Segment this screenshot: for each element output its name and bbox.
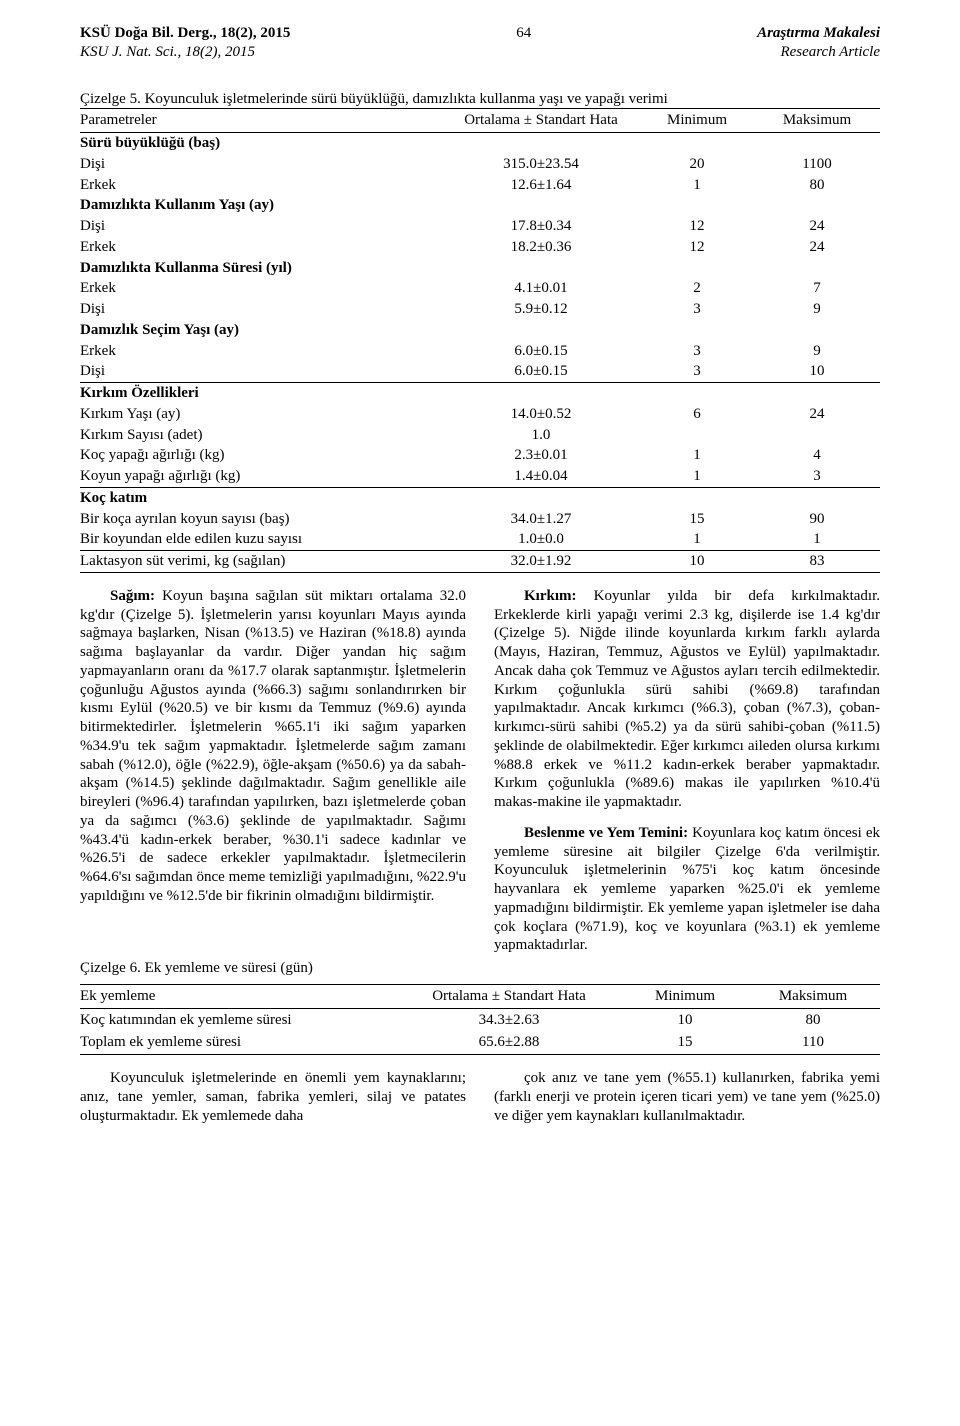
table5: Parametreler Ortalama ± Standart Hata Mi… <box>80 108 880 573</box>
t5-mean: 5.9±0.12 <box>448 299 640 320</box>
t5-min: 3 <box>640 361 760 382</box>
t5-min: 1 <box>640 175 760 196</box>
t5-footer-mean: 32.0±1.92 <box>448 551 640 573</box>
t5-mean: 315.0±23.54 <box>448 154 640 175</box>
t6-max: 110 <box>752 1031 880 1054</box>
t5-max: 24 <box>760 237 880 258</box>
t5-max <box>760 425 880 446</box>
t5-col1: Ortalama ± Standart Hata <box>448 109 640 133</box>
t6-param: Toplam ek yemleme süresi <box>80 1031 400 1054</box>
t5-max: 4 <box>760 445 880 466</box>
t5-min: 15 <box>640 509 760 530</box>
t5-param: Dişi <box>80 299 448 320</box>
t5-max: 90 <box>760 509 880 530</box>
para-kirkim: Kırkım: Koyunlar yılda bir defa kırkılma… <box>494 587 880 812</box>
t5-mean: 6.0±0.15 <box>448 341 640 362</box>
para-beslenme: Beslenme ve Yem Temini: Koyunlara koç ka… <box>494 824 880 955</box>
t6-min: 15 <box>624 1031 752 1054</box>
t5-max: 24 <box>760 404 880 425</box>
body2-columns: Koyunculuk işletmelerinde en önemli yem … <box>80 1069 880 1125</box>
hdr-left-2: KSU J. Nat. Sci., 18(2), 2015 <box>80 43 290 62</box>
t5-param: Koyun yapağı ağırlığı (kg) <box>80 466 448 487</box>
t5-mean: 1.0±0.0 <box>448 529 640 550</box>
t5-min: 3 <box>640 341 760 362</box>
para-yem2: çok anız ve tane yem (%55.1) kullanırken… <box>494 1069 880 1125</box>
t5-section: Koç katım <box>80 487 880 508</box>
hdr-right-2: Research Article <box>757 43 880 62</box>
table6: Ek yemleme Ortalama ± Standart Hata Mini… <box>80 984 880 1055</box>
table5-caption: Çizelge 5. Koyunculuk işletmelerinde sür… <box>80 90 880 109</box>
t5-mean: 1.4±0.04 <box>448 466 640 487</box>
t5-param: Erkek <box>80 175 448 196</box>
t6-col3: Maksimum <box>752 984 880 1008</box>
t5-max: 1 <box>760 529 880 550</box>
t5-max: 10 <box>760 361 880 382</box>
t5-min: 1 <box>640 529 760 550</box>
t6-max: 80 <box>752 1008 880 1031</box>
t5-mean: 14.0±0.52 <box>448 404 640 425</box>
t5-footer-param: Laktasyon süt verimi, kg (sağılan) <box>80 551 448 573</box>
t5-param: Dişi <box>80 216 448 237</box>
t5-max: 24 <box>760 216 880 237</box>
t6-col2: Minimum <box>624 984 752 1008</box>
t5-param: Erkek <box>80 341 448 362</box>
t5-min: 1 <box>640 466 760 487</box>
t5-mean: 12.6±1.64 <box>448 175 640 196</box>
t5-param: Koç yapağı ağırlığı (kg) <box>80 445 448 466</box>
para-sagim: Sağım: Koyun başına sağılan süt miktarı … <box>80 587 466 906</box>
page-header: KSÜ Doğa Bil. Derg., 18(2), 2015 KSU J. … <box>80 24 880 62</box>
t6-col0: Ek yemleme <box>80 984 400 1008</box>
t5-param: Dişi <box>80 154 448 175</box>
t5-max: 9 <box>760 299 880 320</box>
t5-min: 2 <box>640 278 760 299</box>
t5-mean: 34.0±1.27 <box>448 509 640 530</box>
t5-section: Sürü büyüklüğü (baş) <box>80 133 880 154</box>
t5-col0: Parametreler <box>80 109 448 133</box>
body-columns: Sağım: Koyun başına sağılan süt miktarı … <box>80 587 880 955</box>
t5-min: 3 <box>640 299 760 320</box>
t5-section: Damızlıkta Kullanma Süresi (yıl) <box>80 258 880 279</box>
t5-footer-max: 83 <box>760 551 880 573</box>
t5-param: Bir koça ayrılan koyun sayısı (baş) <box>80 509 448 530</box>
t6-col1: Ortalama ± Standart Hata <box>400 984 624 1008</box>
t5-section: Kırkım Özellikleri <box>80 383 880 404</box>
t5-param: Kırkım Yaşı (ay) <box>80 404 448 425</box>
t5-min: 6 <box>640 404 760 425</box>
para-yem1: Koyunculuk işletmelerinde en önemli yem … <box>80 1069 466 1125</box>
t5-param: Dişi <box>80 361 448 382</box>
t5-min: 1 <box>640 445 760 466</box>
hdr-left-1: KSÜ Doğa Bil. Derg., 18(2), 2015 <box>80 24 290 43</box>
page-number: 64 <box>516 24 531 43</box>
t5-mean: 2.3±0.01 <box>448 445 640 466</box>
t5-param: Erkek <box>80 278 448 299</box>
t5-mean: 1.0 <box>448 425 640 446</box>
t5-mean: 18.2±0.36 <box>448 237 640 258</box>
t6-min: 10 <box>624 1008 752 1031</box>
t6-mean: 34.3±2.63 <box>400 1008 624 1031</box>
t5-max: 7 <box>760 278 880 299</box>
t5-max: 1100 <box>760 154 880 175</box>
t5-param: Kırkım Sayısı (adet) <box>80 425 448 446</box>
t5-footer-min: 10 <box>640 551 760 573</box>
table6-caption: Çizelge 6. Ek yemleme ve süresi (gün) <box>80 959 880 978</box>
t5-min <box>640 425 760 446</box>
t5-param: Bir koyundan elde edilen kuzu sayısı <box>80 529 448 550</box>
t6-param: Koç katımından ek yemleme süresi <box>80 1008 400 1031</box>
t5-mean: 17.8±0.34 <box>448 216 640 237</box>
t5-mean: 6.0±0.15 <box>448 361 640 382</box>
t5-min: 12 <box>640 237 760 258</box>
t5-max: 3 <box>760 466 880 487</box>
t5-section: Damızlık Seçim Yaşı (ay) <box>80 320 880 341</box>
t5-param: Erkek <box>80 237 448 258</box>
t5-min: 12 <box>640 216 760 237</box>
t5-max: 9 <box>760 341 880 362</box>
t5-section: Damızlıkta Kullanım Yaşı (ay) <box>80 195 880 216</box>
t5-mean: 4.1±0.01 <box>448 278 640 299</box>
hdr-right-1: Araştırma Makalesi <box>757 24 880 43</box>
t5-max: 80 <box>760 175 880 196</box>
t6-mean: 65.6±2.88 <box>400 1031 624 1054</box>
t5-col3: Maksimum <box>760 109 880 133</box>
t5-col2: Minimum <box>640 109 760 133</box>
t5-min: 20 <box>640 154 760 175</box>
